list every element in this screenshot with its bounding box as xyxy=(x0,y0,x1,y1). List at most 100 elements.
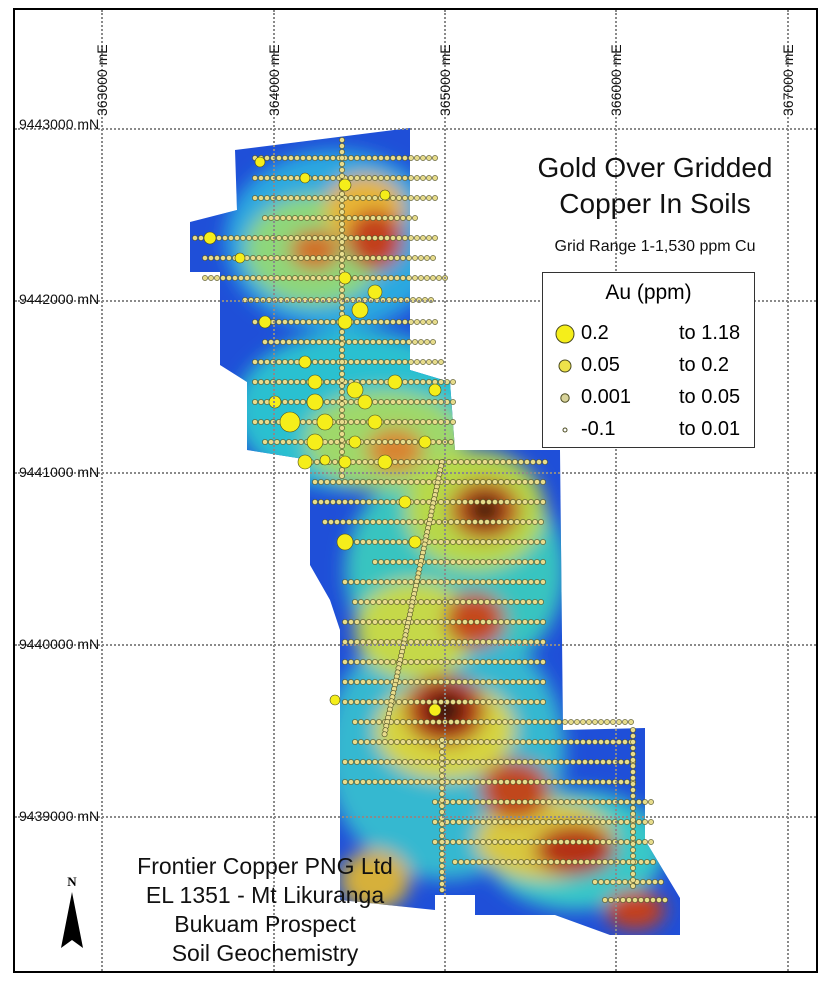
sample-point xyxy=(630,751,636,757)
sample-point xyxy=(387,374,403,390)
sample-point xyxy=(582,839,588,845)
sample-point xyxy=(202,255,208,261)
sample-point xyxy=(388,739,394,745)
sample-point xyxy=(370,599,376,605)
sample-point xyxy=(484,519,490,525)
sample-point xyxy=(396,155,402,161)
sample-point xyxy=(360,235,366,241)
sample-point xyxy=(486,499,492,505)
sample-point xyxy=(424,719,430,725)
sample-point xyxy=(586,719,592,725)
sample-point xyxy=(430,739,436,745)
sample-point xyxy=(550,739,556,745)
sample-point xyxy=(388,599,394,605)
sample-point xyxy=(480,799,486,805)
sample-point xyxy=(630,847,636,853)
sample-point xyxy=(340,519,346,525)
sample-point xyxy=(528,539,534,545)
sample-point xyxy=(328,519,334,525)
sample-point xyxy=(288,359,294,365)
sample-point xyxy=(364,215,370,221)
sample-point xyxy=(420,619,426,625)
sample-point xyxy=(318,155,324,161)
sample-point xyxy=(192,235,198,241)
sample-point xyxy=(540,679,546,685)
sample-point xyxy=(339,137,345,143)
sample-point xyxy=(414,779,420,785)
sample-point xyxy=(402,559,408,565)
sample-point xyxy=(364,719,370,725)
sample-point xyxy=(420,379,426,385)
sample-point xyxy=(510,659,516,665)
sample-point xyxy=(408,579,414,585)
sample-point xyxy=(526,519,532,525)
sample-point xyxy=(280,339,286,345)
sample-point xyxy=(480,699,486,705)
sample-point xyxy=(474,559,480,565)
sample-point xyxy=(438,399,444,405)
sample-point xyxy=(274,339,280,345)
sample-point xyxy=(432,799,438,805)
sample-point xyxy=(460,739,466,745)
sample-point xyxy=(366,499,372,505)
sample-point xyxy=(432,399,438,405)
sample-point xyxy=(504,579,510,585)
sample-point xyxy=(496,719,502,725)
legend-item: 0.2 to 1.18 xyxy=(553,321,753,347)
sample-point xyxy=(486,539,492,545)
easting-label: 364000 mE xyxy=(266,44,282,116)
sample-point xyxy=(456,839,462,845)
sample-point xyxy=(384,235,390,241)
sample-point xyxy=(552,839,558,845)
sample-point xyxy=(368,459,374,465)
sample-point xyxy=(466,719,472,725)
sample-point xyxy=(492,679,498,685)
sample-point xyxy=(319,454,331,466)
sample-point xyxy=(478,599,484,605)
sample-point xyxy=(406,339,412,345)
sample-point xyxy=(406,255,412,261)
sample-point xyxy=(339,239,345,245)
sample-point xyxy=(408,479,414,485)
sample-point xyxy=(414,175,420,181)
sample-point xyxy=(372,235,378,241)
sample-point xyxy=(366,779,372,785)
sample-point xyxy=(274,439,280,445)
sample-point xyxy=(346,381,364,399)
sample-point xyxy=(538,599,544,605)
sample-point xyxy=(548,859,554,865)
sample-point xyxy=(636,819,642,825)
sample-point xyxy=(498,479,504,485)
sample-point xyxy=(366,379,372,385)
sample-point xyxy=(324,379,330,385)
sample-point xyxy=(514,519,520,525)
sample-point xyxy=(464,459,470,465)
sample-point xyxy=(630,823,636,829)
sample-point xyxy=(256,255,262,261)
sample-point xyxy=(438,379,444,385)
sample-point xyxy=(396,195,402,201)
sample-point xyxy=(390,175,396,181)
sample-point xyxy=(510,579,516,585)
sample-point xyxy=(384,399,390,405)
sample-point xyxy=(546,779,552,785)
sample-point xyxy=(418,719,424,725)
sample-point xyxy=(622,719,628,725)
sample-point xyxy=(590,859,596,865)
sample-point xyxy=(574,719,580,725)
sample-point xyxy=(297,454,313,470)
sample-point xyxy=(540,559,546,565)
sample-point xyxy=(402,479,408,485)
sample-point xyxy=(394,519,400,525)
sample-point xyxy=(402,699,408,705)
sample-point xyxy=(306,393,324,411)
sample-point xyxy=(534,839,540,845)
sample-point xyxy=(354,419,360,425)
sample-point xyxy=(438,559,444,565)
sample-point xyxy=(408,359,414,365)
sample-point xyxy=(414,379,420,385)
sample-point xyxy=(372,539,378,545)
sample-point xyxy=(390,319,396,325)
sample-point xyxy=(510,679,516,685)
sample-point xyxy=(420,399,426,405)
